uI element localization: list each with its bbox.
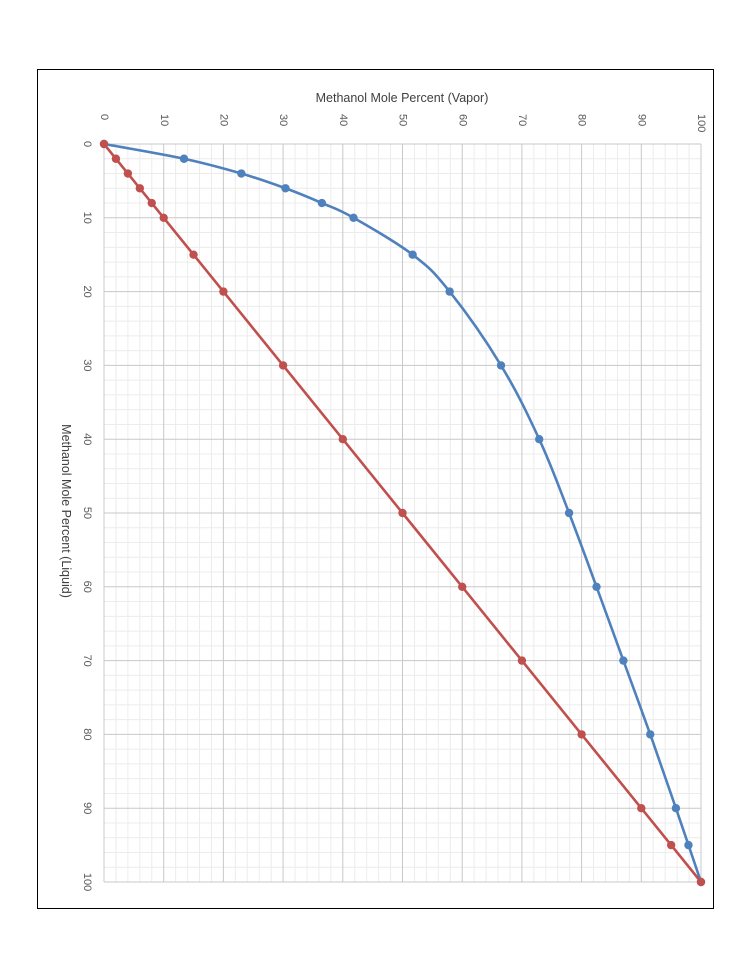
series-2-point — [696, 877, 706, 887]
y-tick-labels: 0 10 20 30 40 50 60 70 80 90 100 — [98, 114, 707, 132]
x-axis-title: Methanol Mole Percent (Liquid) — [59, 424, 73, 598]
series-1-point — [496, 361, 506, 370]
series-2-point — [398, 508, 407, 518]
x-tick-label: 50 — [81, 507, 93, 519]
y-tick-label: 40 — [337, 114, 349, 126]
y-tick-label: 50 — [397, 114, 409, 126]
series-1-point — [349, 213, 358, 222]
series-1-point — [619, 656, 628, 665]
grid-layer — [103, 143, 702, 883]
series-layer — [99, 139, 706, 887]
series-1-point — [408, 250, 417, 259]
series-2-point — [517, 656, 527, 665]
y-tick-label: 0 — [98, 114, 110, 120]
x-tick-label: 70 — [81, 654, 93, 666]
x-tick-label: 10 — [81, 212, 93, 224]
series-1-point — [535, 435, 544, 444]
series-2-point — [577, 730, 586, 739]
series-2-point — [458, 582, 467, 591]
y-tick-label: 80 — [576, 114, 588, 126]
series-2-point — [99, 139, 109, 149]
x-tick-labels: 0 10 20 30 40 50 60 70 80 90 100 — [81, 141, 93, 891]
y-tick-label: 70 — [516, 114, 528, 126]
y-tick-label: 60 — [456, 114, 468, 126]
series-2-point — [159, 213, 168, 222]
series-1-point — [317, 198, 327, 208]
y-tick-label: 20 — [217, 114, 229, 126]
series-2-point — [666, 840, 676, 850]
chart-frame: 0 10 20 30 40 50 60 70 80 90 100 0 10 20 30 40 50 60 70 80… — [37, 69, 714, 909]
series-1-point — [671, 804, 681, 813]
series-2-point — [219, 287, 228, 296]
series-2-point — [111, 154, 121, 163]
series-2-point — [123, 169, 133, 178]
x-tick-label: 100 — [81, 873, 93, 891]
x-tick-label: 90 — [81, 802, 93, 814]
chart-svg: 0 10 20 30 40 50 60 70 80 90 100 0 10 20 30 40 50 60 70 80… — [59, 91, 707, 891]
series-1-point — [592, 582, 601, 591]
series-1-point — [564, 508, 574, 518]
series-2-point — [189, 250, 198, 259]
x-tick-label: 0 — [81, 141, 93, 147]
series-2-point — [135, 184, 145, 193]
x-tick-label: 30 — [81, 359, 93, 371]
x-tick-label: 20 — [81, 285, 93, 297]
series-2-point — [147, 198, 156, 208]
series-1-point — [281, 184, 290, 193]
x-tick-label: 60 — [81, 581, 93, 593]
series-2-point — [338, 435, 347, 444]
series-2-point — [637, 804, 646, 813]
y-tick-label: 90 — [635, 114, 647, 126]
y-tick-label: 10 — [158, 114, 170, 126]
series-1-point — [179, 154, 189, 163]
y-tick-label: 100 — [695, 114, 707, 132]
series-1-point — [445, 287, 454, 296]
series-1-point — [646, 730, 655, 739]
x-tick-label: 40 — [81, 433, 93, 445]
series-1-point — [684, 840, 693, 850]
series-1-point — [237, 169, 246, 178]
y-axis-title: Methanol Mole Percent (Vapor) — [316, 91, 489, 105]
x-tick-label: 80 — [81, 728, 93, 740]
y-tick-label: 30 — [277, 114, 289, 126]
series-2-point — [278, 361, 288, 370]
